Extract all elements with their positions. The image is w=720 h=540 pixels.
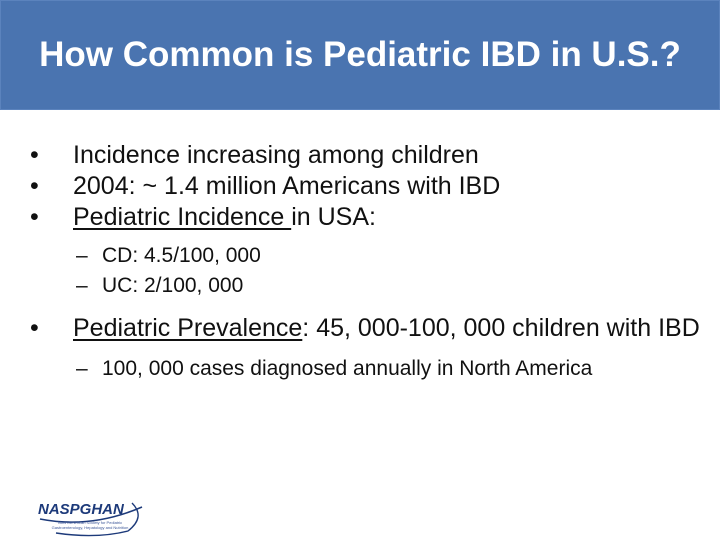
sub-bullet-marker: –	[76, 274, 88, 297]
bullet-text: 2004: ~ 1.4 million Americans with IBD	[73, 172, 501, 200]
naspghan-logo: NASPGHAN North American Society for Pedi…	[36, 499, 146, 537]
sub-bullet-text: 100, 000 cases diagnosed annually in Nor…	[102, 357, 593, 380]
bullet-text: Pediatric Incidence in USA:	[73, 202, 708, 233]
bullet-pediatric-prevalence: • Pediatric Prevalence: 45, 000-100, 000…	[28, 313, 708, 344]
bullet-text: Pediatric Prevalence: 45, 000-100, 000 c…	[73, 313, 708, 344]
bullet-pediatric-incidence: • Pediatric Incidence in USA:	[28, 202, 708, 233]
sub-bullet-marker: –	[76, 357, 88, 380]
slide-title: How Common is Pediatric IBD in U.S.?	[39, 35, 681, 74]
sub-bullet-cd: – CD: 4.5/100, 000	[76, 241, 708, 271]
slide-body: • Incidence increasing among children • …	[28, 140, 708, 384]
sub-bullet-marker: –	[76, 244, 88, 267]
bullet-marker: •	[30, 314, 39, 342]
sub-bullet-cases-annually: – 100, 000 cases diagnosed annually in N…	[76, 354, 708, 384]
bullet-marker: •	[30, 141, 39, 169]
sub-bullet-text: CD: 4.5/100, 000	[102, 244, 261, 267]
sub-bullet-text: UC: 2/100, 000	[102, 274, 244, 297]
underlined-term: Pediatric Incidence	[73, 203, 292, 231]
bullet-americans-with-ibd: • 2004: ~ 1.4 million Americans with IBD	[28, 171, 708, 202]
bullet-marker: •	[30, 203, 39, 231]
underlined-term: Pediatric Prevalence	[73, 314, 303, 342]
bullet-text: Incidence increasing among children	[73, 141, 479, 169]
title-bar: How Common is Pediatric IBD in U.S.?	[0, 0, 720, 110]
logo-swoosh-icon	[39, 502, 143, 537]
bullet-text-rest: : 45, 000-100, 000 children with IBD	[302, 314, 700, 342]
sub-bullet-uc: – UC: 2/100, 000	[76, 271, 708, 301]
bullet-incidence-increasing: • Incidence increasing among children	[28, 140, 708, 171]
bullet-marker: •	[30, 172, 39, 200]
logo-tagline: North American Society for Pediatric Gas…	[51, 520, 129, 530]
logo-wordmark: NASPGHAN	[38, 501, 124, 518]
bullet-text-rest: in USA:	[291, 203, 376, 231]
